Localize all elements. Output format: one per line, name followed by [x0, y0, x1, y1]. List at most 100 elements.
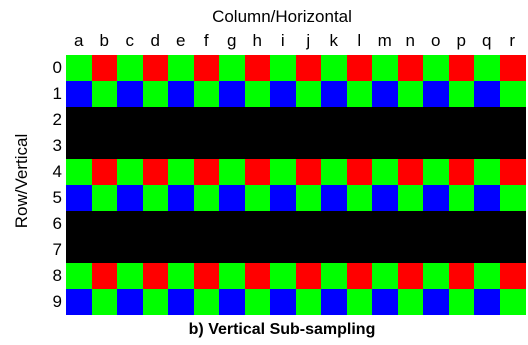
pixel-cell-green	[448, 289, 475, 315]
pixel-cell-black	[474, 133, 500, 159]
pixel-cell-black	[423, 133, 449, 159]
pixel-cell-green	[117, 55, 143, 81]
pixel-cell-green	[244, 289, 271, 315]
pixel-cell-black	[91, 107, 118, 133]
pixel-cell-red	[448, 263, 475, 289]
pixel-cell-black	[448, 211, 475, 237]
pixel-cell-black	[142, 211, 169, 237]
pixel-cell-green	[423, 263, 449, 289]
pixel-cell-green	[321, 263, 347, 289]
pixel-cell-green	[474, 263, 500, 289]
pixel-cell-black	[474, 237, 500, 263]
pixel-cell-green	[244, 185, 271, 211]
pixel-cell-green	[168, 263, 194, 289]
pixel-cell-black	[474, 211, 500, 237]
pixel-cell-black	[499, 211, 526, 237]
pixel-cell-green	[499, 185, 526, 211]
pixel-cell-black	[142, 107, 169, 133]
pixel-cell-black	[397, 211, 424, 237]
pixel-cell-black	[321, 107, 347, 133]
pixel-cell-black	[448, 237, 475, 263]
pixel-cell-black	[117, 211, 143, 237]
pixel-cell-blue	[474, 185, 500, 211]
row-label-2: 2	[52, 110, 62, 129]
pixel-cell-blue	[66, 289, 92, 315]
pixel-cell-red	[499, 159, 526, 185]
pixel-cell-green	[66, 55, 92, 81]
pixel-cell-green	[270, 263, 296, 289]
pixel-cell-green	[168, 159, 194, 185]
pixel-cell-blue	[168, 289, 194, 315]
pixel-cell-green	[372, 263, 398, 289]
row-label-4: 4	[52, 162, 62, 181]
pixel-cell-black	[397, 133, 424, 159]
pixel-cell-black	[423, 107, 449, 133]
pixel-cell-blue	[270, 185, 296, 211]
pixel-cell-black	[117, 133, 143, 159]
pixel-cell-green	[499, 289, 526, 315]
column-axis-title: Column/Horizontal	[212, 7, 352, 26]
pixel-cell-blue	[66, 81, 92, 107]
column-label-h: h	[252, 31, 262, 50]
row-label-5: 5	[52, 188, 62, 207]
pixel-cell-green	[295, 289, 322, 315]
column-label-a: a	[74, 31, 84, 50]
pixel-cell-black	[142, 237, 169, 263]
pixel-cell-green	[142, 185, 169, 211]
pixel-cell-green	[397, 81, 424, 107]
pixel-cell-green	[219, 159, 245, 185]
pixel-cell-red	[193, 263, 220, 289]
row-label-7: 7	[52, 240, 62, 259]
pixel-cell-black	[321, 211, 347, 237]
pixel-cell-black	[270, 211, 296, 237]
pixel-cell-black	[397, 237, 424, 263]
pixel-cell-black	[346, 107, 373, 133]
pixel-cell-green	[117, 263, 143, 289]
pixel-cell-green	[295, 185, 322, 211]
pixel-cell-green	[295, 81, 322, 107]
row-label-6: 6	[52, 214, 62, 233]
pixel-cell-red	[295, 159, 322, 185]
pixel-cell-blue	[423, 185, 449, 211]
pixel-cell-blue	[168, 185, 194, 211]
pixel-cell-red	[499, 55, 526, 81]
row-label-8: 8	[52, 266, 62, 285]
pixel-cell-black	[193, 211, 220, 237]
pixel-cell-red	[91, 55, 118, 81]
pixel-cell-blue	[474, 81, 500, 107]
pixel-cell-green	[193, 185, 220, 211]
pixel-cell-black	[66, 107, 92, 133]
pixel-cell-red	[397, 55, 424, 81]
pixel-cell-black	[193, 107, 220, 133]
pixel-cell-green	[66, 159, 92, 185]
pixel-cell-blue	[372, 185, 398, 211]
pixel-cell-red	[448, 159, 475, 185]
column-label-r: r	[509, 31, 516, 50]
pixel-cell-black	[117, 107, 143, 133]
row-label-9: 9	[52, 292, 62, 311]
pixel-cell-blue	[423, 81, 449, 107]
column-label-k: k	[329, 31, 339, 50]
row-label-0: 0	[52, 58, 62, 77]
pixel-cell-blue	[270, 81, 296, 107]
pixel-cell-red	[91, 159, 118, 185]
pixel-cell-black	[244, 211, 271, 237]
pixel-cell-black	[346, 237, 373, 263]
row-label-3: 3	[52, 136, 62, 155]
pixel-cell-green	[219, 55, 245, 81]
pixel-cell-red	[346, 55, 373, 81]
pixel-cell-black	[219, 133, 245, 159]
column-label-b: b	[99, 31, 109, 50]
pixel-cell-black	[372, 211, 398, 237]
pixel-cell-red	[193, 55, 220, 81]
column-label-o: o	[431, 31, 441, 50]
pixel-cell-green	[448, 81, 475, 107]
column-label-c: c	[125, 31, 135, 50]
pixel-cell-red	[91, 263, 118, 289]
column-label-q: q	[482, 31, 492, 50]
pixel-cell-black	[219, 211, 245, 237]
pixel-cell-black	[372, 107, 398, 133]
pixel-cell-blue	[423, 289, 449, 315]
pixel-cell-green	[91, 289, 118, 315]
pixel-cell-green	[346, 289, 373, 315]
